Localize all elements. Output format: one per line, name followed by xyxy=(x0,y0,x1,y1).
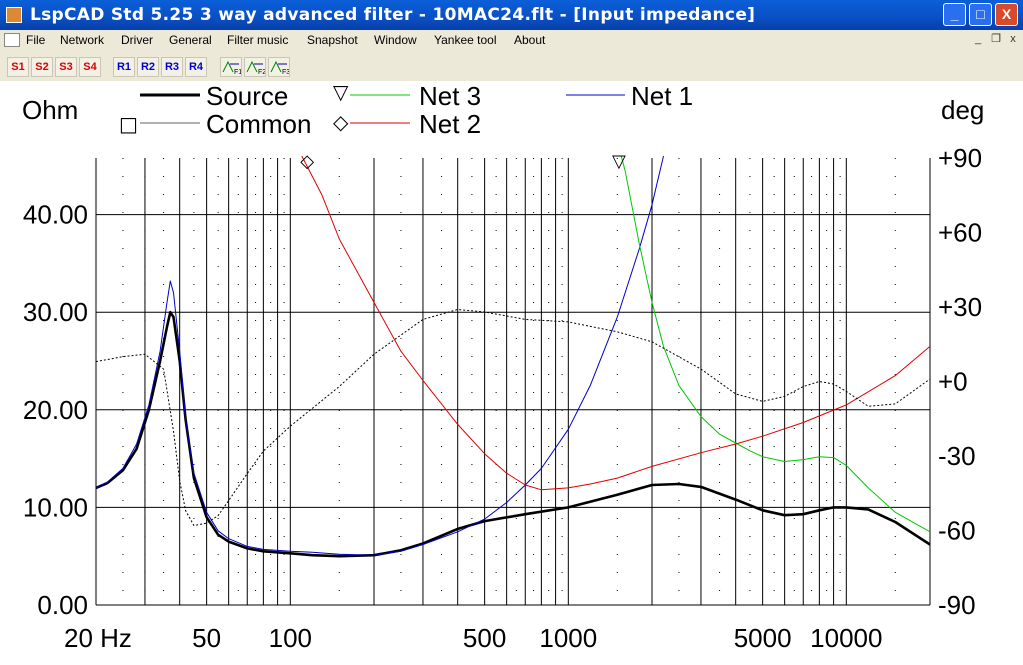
series-line-net-2 xyxy=(301,156,930,491)
title-bar: LspCAD Std 5.25 3 way advanced filter - … xyxy=(0,0,1023,30)
y-right-tick-label: +0 xyxy=(938,367,968,397)
reference-r1-button[interactable]: R1 xyxy=(113,57,135,77)
impedance-chart: 0.00 10.00 20.00 30.00 40.00 -90 -60 -30 +0 +30 +6… xyxy=(22,81,984,653)
menu-snapshot[interactable]: Snapshot xyxy=(307,33,358,47)
menu-about[interactable]: About xyxy=(514,33,546,47)
reference-r2-button[interactable]: R2 xyxy=(137,57,159,77)
app-icon[interactable] xyxy=(6,7,22,23)
mdi-restore-button[interactable]: ❐ xyxy=(991,33,1001,45)
y-right-tick-label: +30 xyxy=(938,292,982,322)
snapshot-s3-button[interactable]: S3 xyxy=(55,57,77,77)
menu-bar: File Network Driver General Filter music… xyxy=(0,30,1023,50)
svg-text:F1: F1 xyxy=(234,69,241,76)
series-line-net-3 xyxy=(620,156,930,533)
y-left-tick-label: 20.00 xyxy=(23,395,88,425)
filter-f2-icon: F2 xyxy=(246,60,266,76)
svg-text:F2: F2 xyxy=(258,69,265,76)
minimize-button[interactable]: _ xyxy=(943,3,966,26)
snapshot-s1-button[interactable]: S1 xyxy=(7,57,29,77)
close-button[interactable]: X xyxy=(995,3,1018,26)
x-tick-label: 1000 xyxy=(539,623,597,653)
x-tick-label: 20 Hz xyxy=(64,623,132,653)
y-right-tick-label: +60 xyxy=(938,218,982,248)
series-line-common xyxy=(96,309,930,526)
x-tick-label: 100 xyxy=(269,623,312,653)
filter-f3-icon: F3 xyxy=(270,60,290,76)
menu-filter-music[interactable]: Filter music xyxy=(227,33,289,47)
y-left-tick-label: 0.00 xyxy=(37,590,88,620)
curve-marker-net-2: ◇ xyxy=(300,151,314,172)
menu-network[interactable]: Network xyxy=(60,33,105,47)
impedance-plot[interactable]: 0.00 10.00 20.00 30.00 40.00 -90 -60 -30 +0 +30 +6… xyxy=(0,81,1023,665)
menu-file[interactable]: File xyxy=(26,33,46,47)
series-line-net-1 xyxy=(96,156,664,556)
filter-f1-icon: F1 xyxy=(222,60,242,76)
y-right-tick-label: -60 xyxy=(938,516,976,546)
snapshot-s4-button[interactable]: S4 xyxy=(79,57,101,77)
legend-marker-common: □ xyxy=(119,112,138,136)
x-tick-label: 500 xyxy=(463,623,506,653)
legend-label-net-1: Net 1 xyxy=(631,81,693,111)
reference-r4-button[interactable]: R4 xyxy=(185,57,207,77)
y-right-tick-label: -90 xyxy=(938,590,976,620)
curve-marker-net-3: ▽ xyxy=(612,151,626,172)
svg-text:F3: F3 xyxy=(282,69,289,76)
x-tick-label: 10000 xyxy=(810,623,882,653)
mdi-close-button[interactable]: x xyxy=(1010,33,1016,45)
window-title: LspCAD Std 5.25 3 way advanced filter - … xyxy=(30,5,756,25)
legend-label-common: Common xyxy=(206,109,311,139)
snapshot-s2-button[interactable]: S2 xyxy=(31,57,53,77)
y-right-tick-label: -30 xyxy=(938,441,976,471)
legend-label-source: Source xyxy=(206,81,288,111)
legend-label-net-3: Net 3 xyxy=(419,81,481,111)
filter-f3-button[interactable]: F3 xyxy=(268,57,290,77)
reference-r3-button[interactable]: R3 xyxy=(161,57,183,77)
filter-f2-button[interactable]: F2 xyxy=(244,57,266,77)
left-unit-label: Ohm xyxy=(22,95,78,125)
legend-label-net-2: Net 2 xyxy=(419,109,481,139)
filter-f1-button[interactable]: F1 xyxy=(220,57,242,77)
menu-window[interactable]: Window xyxy=(374,33,417,47)
menu-general[interactable]: General xyxy=(169,33,212,47)
mdi-minimize-button[interactable]: _ xyxy=(974,33,982,45)
y-left-tick-label: 30.00 xyxy=(23,297,88,327)
maximize-button[interactable]: □ xyxy=(969,3,992,26)
document-icon[interactable] xyxy=(4,33,20,47)
legend-marker-net-3: ▽ xyxy=(333,81,349,104)
y-right-tick-label: +90 xyxy=(938,143,982,173)
series-line-source xyxy=(96,310,930,558)
toolbar: S1 S2 S3 S4 R1 R2 R3 R4 F1 F2 F3 xyxy=(0,50,1023,82)
menu-yankee-tool[interactable]: Yankee tool xyxy=(434,33,497,47)
x-tick-label: 5000 xyxy=(734,623,792,653)
x-tick-label: 50 xyxy=(192,623,221,653)
y-left-tick-label: 40.00 xyxy=(23,200,88,230)
legend-marker-net-2: ◇ xyxy=(333,110,349,134)
menu-driver[interactable]: Driver xyxy=(121,33,153,47)
right-unit-label: deg xyxy=(941,95,984,125)
y-left-tick-label: 10.00 xyxy=(23,492,88,522)
